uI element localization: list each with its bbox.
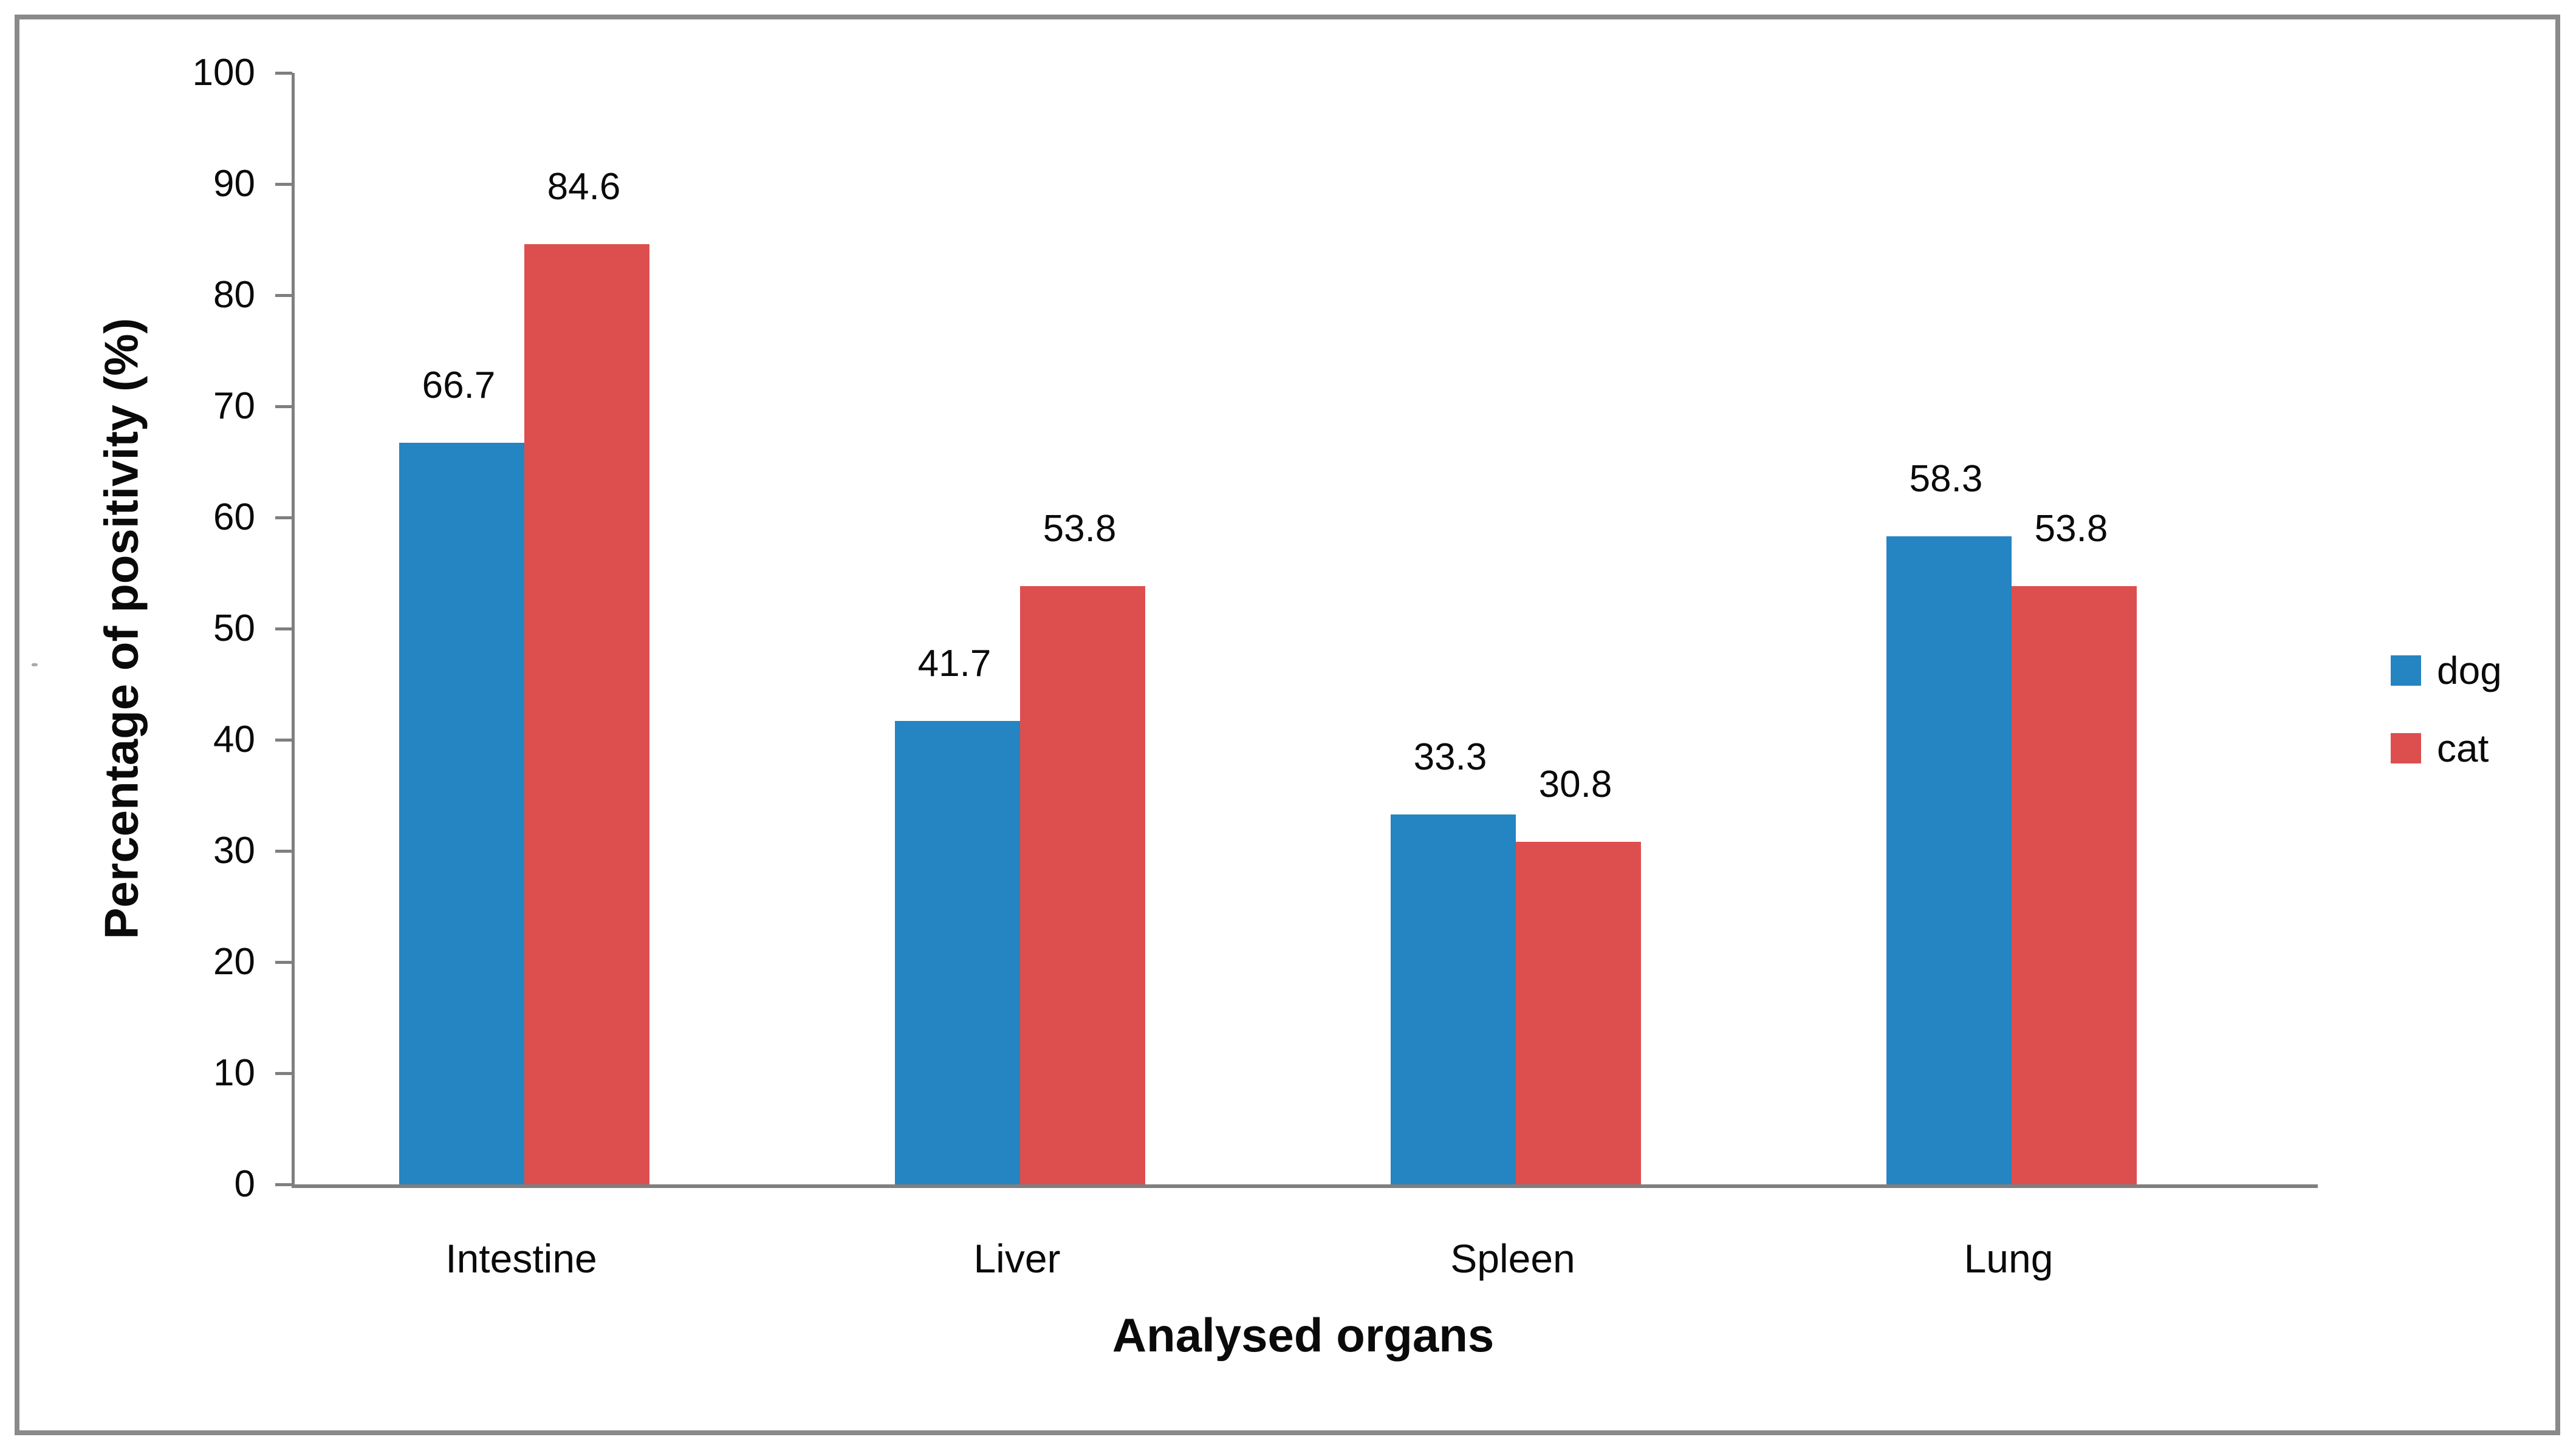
bar-cat-liver: [1020, 586, 1145, 1184]
y-tick-60: [275, 516, 292, 519]
scan-speck: [32, 663, 38, 666]
y-tick-80: [275, 294, 292, 297]
data-label-cat-intestine: 84.6: [547, 165, 621, 208]
y-tick-100: [275, 72, 292, 75]
data-label-dog-lung: 58.3: [1909, 458, 1983, 500]
bar-dog-spleen: [1391, 814, 1516, 1184]
y-tick-label-90: 90: [213, 163, 255, 205]
legend: dog cat: [2391, 649, 2502, 770]
y-tick-label-50: 50: [213, 607, 255, 649]
data-label-dog-spleen: 33.3: [1413, 736, 1487, 778]
legend-swatch-dog: [2391, 655, 2421, 686]
bar-cat-spleen: [1516, 842, 1641, 1184]
bar-cat-intestine: [524, 244, 649, 1184]
y-tick-90: [275, 183, 292, 186]
category-label-intestine: Intestine: [445, 1236, 597, 1281]
y-tick-20: [275, 961, 292, 964]
data-label-cat-lung: 53.8: [2034, 508, 2108, 550]
bar-cat-lung: [2012, 586, 2137, 1184]
y-tick-0: [275, 1183, 292, 1186]
legend-label-dog: dog: [2437, 649, 2502, 692]
bar-dog-intestine: [399, 443, 524, 1184]
y-tick-label-40: 40: [213, 719, 255, 760]
y-tick-50: [275, 627, 292, 630]
legend-item-dog: dog: [2391, 649, 2502, 692]
y-tick-label-100: 100: [192, 52, 255, 94]
bar-dog-lung: [1886, 536, 2012, 1184]
y-tick-label-20: 20: [213, 941, 255, 983]
legend-swatch-cat: [2391, 733, 2421, 763]
legend-label-cat: cat: [2437, 726, 2489, 770]
data-label-dog-liver: 41.7: [917, 642, 992, 685]
y-tick-label-0: 0: [234, 1163, 255, 1205]
y-tick-label-10: 10: [213, 1052, 255, 1094]
bar-dog-liver: [895, 720, 1020, 1184]
y-tick-70: [275, 405, 292, 408]
x-axis-title: Analysed organs: [1112, 1308, 1495, 1362]
legend-item-cat: cat: [2391, 726, 2502, 770]
y-tick-30: [275, 850, 292, 853]
category-label-lung: Lung: [1964, 1236, 2054, 1281]
y-tick-label-30: 30: [213, 830, 255, 872]
data-label-cat-spleen: 30.8: [1538, 763, 1612, 806]
y-tick-10: [275, 1072, 292, 1075]
y-tick-label-80: 80: [213, 274, 255, 316]
data-label-cat-liver: 53.8: [1043, 508, 1117, 550]
data-label-dog-intestine: 66.7: [422, 364, 496, 407]
category-label-spleen: Spleen: [1450, 1236, 1575, 1281]
y-tick-label-60: 60: [213, 496, 255, 538]
y-tick-label-70: 70: [213, 385, 255, 427]
plot-area: [275, 72, 2318, 1188]
category-label-liver: Liver: [973, 1236, 1061, 1281]
y-tick-40: [275, 739, 292, 742]
